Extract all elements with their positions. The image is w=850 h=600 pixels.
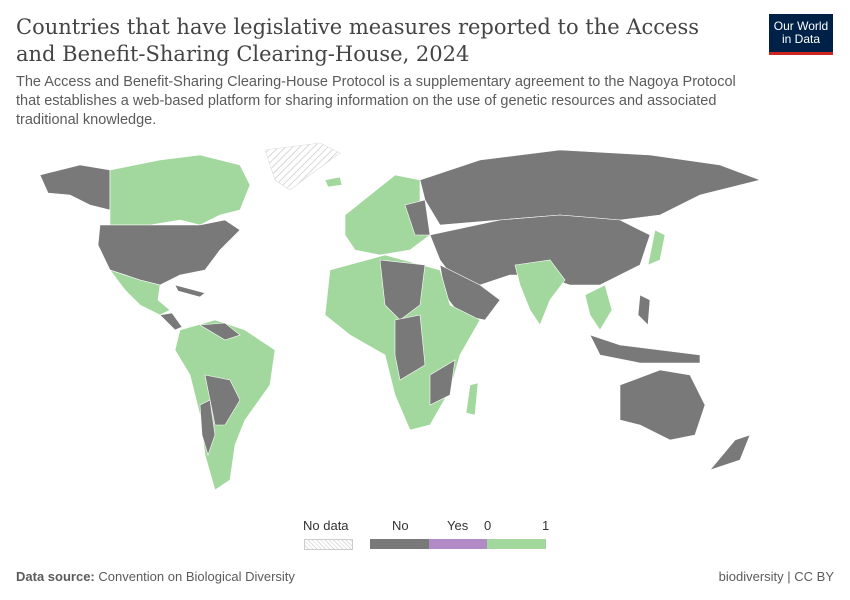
- data-source-link[interactable]: Convention on Biological Diversity: [98, 569, 295, 584]
- region-greenland[interactable]: [264, 142, 341, 191]
- owid-logo[interactable]: Our World in Data: [769, 14, 833, 55]
- legend-one-label: 1: [542, 518, 550, 533]
- region-africa-north-gray[interactable]: [379, 259, 426, 321]
- legend-zero-label: 0: [484, 518, 492, 533]
- region-usa[interactable]: [97, 219, 241, 286]
- region-caribbean[interactable]: [174, 284, 206, 298]
- license-text[interactable]: biodiversity | CC BY: [718, 569, 834, 584]
- legend-no-swatch[interactable]: [370, 539, 429, 549]
- region-philippines[interactable]: [637, 294, 651, 326]
- legend-one-swatch[interactable]: [487, 539, 546, 549]
- region-central-america[interactable]: [159, 312, 183, 331]
- region-india[interactable]: [514, 259, 566, 326]
- map-legend: No data No Yes 0 1: [300, 518, 560, 552]
- region-mexico[interactable]: [109, 269, 171, 316]
- region-iceland[interactable]: [324, 176, 343, 188]
- world-map[interactable]: [0, 135, 850, 505]
- region-new-zealand[interactable]: [709, 434, 751, 471]
- region-argentina-north[interactable]: [199, 399, 216, 456]
- region-russia[interactable]: [419, 149, 762, 226]
- legend-yes-swatch[interactable]: [429, 539, 487, 549]
- legend-no-data-swatch[interactable]: [304, 539, 353, 550]
- region-japan[interactable]: [647, 229, 666, 266]
- region-venezuela-guyana[interactable]: [199, 322, 241, 341]
- chart-subtitle: The Access and Benefit-Sharing Clearing-…: [16, 74, 736, 128]
- data-source-label: Data source:: [16, 569, 95, 584]
- region-alaska[interactable]: [39, 164, 111, 211]
- region-africa-central-gray[interactable]: [394, 314, 426, 381]
- region-indonesia[interactable]: [589, 334, 701, 364]
- legend-no-data-label: No data: [303, 518, 349, 533]
- region-africa-east-gray[interactable]: [429, 359, 456, 406]
- legend-yes-label: Yes: [447, 518, 469, 533]
- region-canada[interactable]: [109, 154, 251, 226]
- region-madagascar[interactable]: [465, 382, 479, 416]
- data-source: Data source: Convention on Biological Di…: [16, 569, 295, 584]
- legend-no-label: No: [392, 518, 409, 533]
- region-australia[interactable]: [619, 369, 706, 441]
- region-se-asia[interactable]: [584, 284, 613, 331]
- chart-title: Countries that have legislative measures…: [16, 15, 700, 66]
